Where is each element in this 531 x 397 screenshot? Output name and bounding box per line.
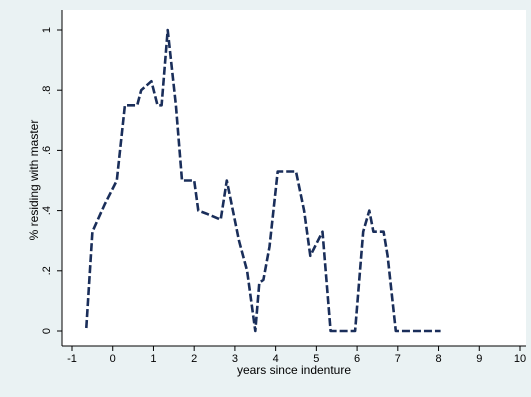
x-tick-label: 8 <box>435 353 441 365</box>
x-tick-label: 3 <box>232 353 238 365</box>
x-tick-label: 1 <box>150 353 156 365</box>
y-tick-label: .6 <box>41 146 53 155</box>
x-tick-label: 9 <box>476 353 482 365</box>
x-tick-label: 2 <box>191 353 197 365</box>
x-axis-ticks: -1 0 1 2 3 4 5 6 7 8 9 10 <box>67 346 526 365</box>
x-tick-label: 7 <box>395 353 401 365</box>
y-tick-label: 1 <box>41 27 53 33</box>
plot-background <box>62 10 526 346</box>
y-tick-label: .4 <box>41 206 53 215</box>
x-tick-label: 0 <box>110 353 116 365</box>
x-axis-title: years since indenture <box>237 363 351 377</box>
x-tick-label: -1 <box>67 353 77 365</box>
x-tick-label: 10 <box>514 353 526 365</box>
y-tick-label: .8 <box>41 86 53 95</box>
x-tick-label: 4 <box>273 353 279 365</box>
x-tick-label: 6 <box>354 353 360 365</box>
x-tick-label: 5 <box>313 353 319 365</box>
y-axis-title: % residing with master <box>27 120 41 241</box>
y-tick-label: .2 <box>41 266 53 275</box>
series-line <box>85 28 441 333</box>
y-axis-ticks: 0 .2 .4 .6 .8 1 <box>41 27 62 334</box>
series-layer <box>85 28 441 333</box>
y-tick-label: 0 <box>41 328 53 334</box>
